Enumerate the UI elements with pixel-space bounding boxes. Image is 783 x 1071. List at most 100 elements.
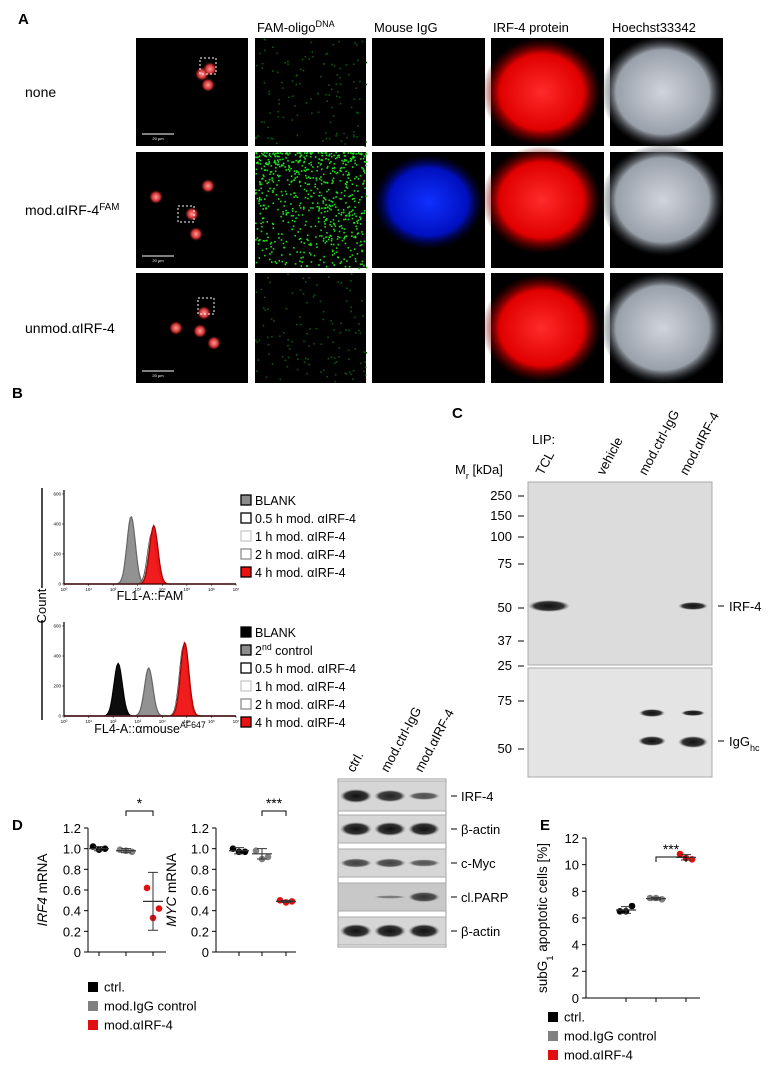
speckle	[363, 170, 365, 173]
speckle	[337, 220, 340, 222]
speckle	[348, 329, 350, 332]
speckle	[299, 185, 302, 187]
speckle	[274, 155, 277, 158]
band	[678, 602, 708, 610]
speckle	[359, 240, 362, 243]
speckle	[362, 315, 364, 317]
speckle	[330, 152, 333, 155]
speckle	[266, 169, 269, 172]
speckle	[343, 228, 346, 230]
speckle	[257, 243, 260, 245]
speckle	[299, 180, 301, 183]
speckle	[331, 63, 333, 66]
speckle	[362, 183, 364, 185]
speckle	[356, 111, 358, 114]
band	[408, 924, 440, 938]
speckle	[326, 210, 329, 212]
speckle	[353, 177, 356, 180]
y-tick-label: 1.0	[63, 842, 81, 857]
speckle	[276, 159, 279, 162]
y-tick-label: 600	[53, 624, 61, 629]
speckle	[304, 224, 307, 226]
speckle	[342, 162, 345, 165]
speckle	[353, 197, 355, 200]
speckle	[335, 83, 338, 86]
speckle	[355, 332, 357, 334]
legend-label: 4 h mod. αIRF-4	[255, 566, 346, 580]
legend-swatch	[240, 548, 252, 560]
speckle	[332, 167, 335, 170]
speckle	[341, 227, 343, 229]
speckle	[285, 261, 288, 264]
speckle	[296, 196, 299, 199]
text-part: FAM	[99, 202, 119, 213]
speckle	[266, 232, 268, 235]
speckle	[345, 186, 348, 188]
speckle	[320, 371, 322, 373]
speckle	[295, 217, 297, 220]
speckle	[281, 260, 284, 263]
x-tick-label: 10⁶	[208, 719, 215, 724]
speckle	[335, 247, 338, 249]
speckle	[287, 211, 289, 214]
x-tick-label: 10⁵	[183, 719, 190, 724]
speckle	[361, 263, 363, 266]
speckle	[350, 106, 353, 109]
speckle	[335, 95, 338, 98]
cell	[189, 227, 203, 241]
speckle	[356, 59, 359, 62]
speckle	[294, 173, 296, 175]
speckle	[339, 83, 342, 85]
speckle	[326, 181, 328, 184]
speckle	[278, 198, 280, 200]
speckle	[299, 316, 302, 318]
speckle	[320, 235, 323, 237]
speckle	[350, 210, 353, 213]
speckle	[354, 258, 357, 260]
speckle	[267, 126, 269, 129]
speckle	[361, 196, 363, 198]
speckle	[316, 169, 318, 172]
speckle	[332, 197, 335, 199]
speckle	[300, 170, 303, 172]
speckle	[334, 225, 337, 227]
speckle	[355, 215, 358, 218]
panel-label: B	[12, 385, 23, 402]
speckle	[300, 68, 302, 71]
speckle	[327, 206, 329, 209]
speckle	[267, 205, 270, 208]
speckle	[327, 357, 330, 360]
speckle	[273, 320, 275, 322]
speckle	[354, 159, 356, 162]
speckle	[359, 175, 362, 177]
speckle	[317, 111, 320, 113]
speckle	[260, 187, 263, 190]
speckle	[318, 178, 321, 180]
legend-swatch	[240, 494, 252, 506]
speckle	[306, 152, 309, 154]
speckle	[263, 152, 266, 154]
speckle	[339, 67, 342, 70]
speckle	[351, 254, 354, 256]
speckle	[305, 102, 308, 104]
speckle	[275, 262, 278, 264]
speckle	[325, 93, 328, 96]
speckle	[287, 339, 289, 341]
speckle	[292, 161, 295, 163]
speckle	[325, 152, 328, 154]
band-label: c-Myc	[461, 856, 496, 871]
speckle	[290, 193, 292, 196]
speckle	[328, 207, 331, 210]
y-tick-label: 4	[572, 938, 579, 953]
zoom-box	[177, 205, 195, 223]
legend-label: 1 h mod. αIRF-4	[255, 530, 346, 544]
speckle	[299, 289, 302, 291]
speckle	[340, 198, 343, 200]
speckle	[328, 162, 331, 164]
x-tick-label: 10⁰	[61, 719, 68, 724]
speckle	[359, 153, 361, 155]
text-part: [kDa]	[469, 462, 503, 477]
speckle	[277, 152, 280, 155]
x-tick-label: 10⁴	[159, 587, 166, 592]
speckle	[285, 152, 287, 155]
